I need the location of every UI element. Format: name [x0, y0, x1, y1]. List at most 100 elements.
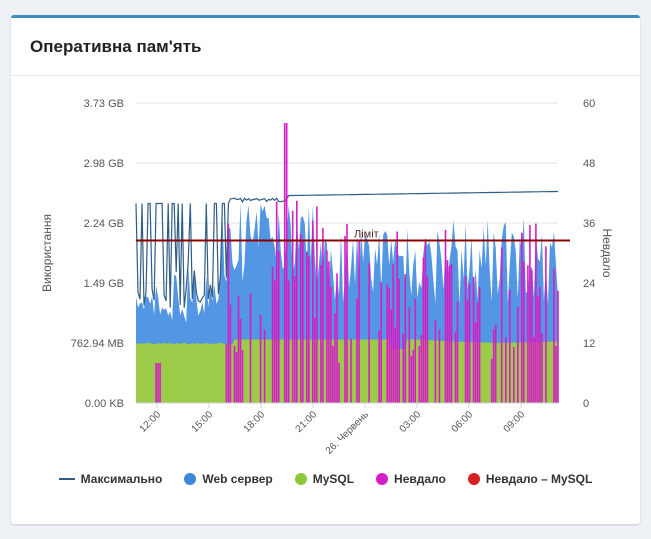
legend-item-failed-mysql[interactable]: Невдало – MySQL: [467, 472, 593, 486]
series-failed-bar: [392, 264, 394, 403]
series-failed-bar: [541, 333, 543, 403]
y-tick-label-left: 3.73 GB: [84, 98, 124, 110]
series-failed-bar: [492, 329, 495, 403]
series-failed-bar: [380, 282, 382, 403]
series-failed-bar: [334, 313, 336, 403]
series-failed-bar: [241, 350, 244, 403]
y-axis-title-left: Використання: [40, 214, 54, 292]
series-failed-bar: [358, 239, 360, 403]
card-header: Оперативна пам'ять: [11, 18, 640, 76]
series-failed-bar: [509, 289, 511, 403]
series-failed-bar: [424, 241, 427, 403]
y-tick-label-left: 1.49 GB: [84, 278, 124, 290]
series-failed-bar: [155, 363, 157, 403]
x-tick-label: 18:00: [242, 409, 268, 435]
series-failed-bar: [287, 280, 290, 403]
series-failed-bar: [320, 264, 322, 403]
series-failed-bar: [448, 266, 451, 403]
series-failed-bar: [235, 352, 238, 403]
series-failed-bar: [472, 277, 475, 403]
x-tick-label: 12:00: [138, 409, 164, 435]
y-tick-label-right: 12: [583, 338, 595, 350]
series-failed-bar: [446, 260, 449, 403]
series-failed-bar: [404, 274, 407, 403]
series-failed-bar: [249, 293, 252, 403]
legend-label: MySQL: [312, 472, 355, 486]
legend-item-mysql[interactable]: MySQL: [294, 472, 355, 486]
legend-line-swatch: [58, 478, 75, 480]
x-tick-label: 03:00: [398, 409, 424, 435]
legend-item-web-server[interactable]: Web сервер: [184, 472, 273, 486]
series-failed-bar: [386, 284, 388, 403]
series-failed-bar: [438, 329, 441, 403]
card-title: Оперативна пам'ять: [30, 36, 202, 56]
series-failed-bar: [390, 309, 392, 403]
series-failed-bar: [539, 287, 541, 403]
legend-item-failed[interactable]: Невдало: [376, 472, 446, 486]
series-failed-bar: [474, 322, 477, 403]
series-failed-bar: [346, 223, 348, 403]
series-failed-bar: [283, 123, 286, 403]
y-tick-label-left: 2.24 GB: [84, 218, 124, 230]
series-failed-bar: [523, 262, 525, 403]
legend-dot-swatch: [467, 473, 480, 485]
series-failed-bar: [410, 355, 413, 403]
series-failed-bar: [227, 223, 230, 403]
series-failed-bar: [478, 286, 481, 403]
limit-line-label: Ліміт: [354, 229, 379, 241]
series-failed-bar: [378, 330, 380, 403]
memory-card: Оперативна пам'ять 0.00 KB 0 762.94 MB 12 1.…: [11, 15, 640, 524]
series-failed-bar: [490, 359, 493, 403]
series-failed-bar: [225, 344, 228, 403]
series-failed-bar: [418, 346, 421, 403]
x-tick-label: 15:00: [190, 409, 216, 435]
memory-usage-chart[interactable]: 0.00 KB 0 762.94 MB 12 1.49 GB 24 2.24 GB 36 2.9…: [11, 18, 640, 468]
series-failed-bar: [422, 257, 425, 403]
series-failed-bar: [533, 337, 535, 403]
y-tick-label-right: 24: [583, 278, 595, 290]
series-failed-bar: [239, 319, 242, 403]
series-failed-bar: [285, 123, 288, 403]
series-failed-bar: [275, 201, 278, 403]
series-failed-bar: [338, 362, 340, 403]
series-failed-bar: [454, 332, 457, 403]
series-failed-bar: [500, 247, 503, 403]
series-failed-bar: [277, 251, 280, 403]
series-failed-bar: [394, 327, 396, 403]
series-failed-bar: [273, 280, 276, 403]
series-failed-bar: [291, 210, 294, 403]
series-failed-bar: [527, 265, 529, 403]
series-failed-bar: [464, 275, 467, 403]
x-tick-label: 26. Червень: [324, 409, 371, 456]
y-tick-label-left: 2.98 GB: [84, 158, 124, 170]
y-tick-label-left: 762.94 MB: [71, 338, 124, 350]
series-failed-bar: [468, 283, 471, 403]
series-failed-bar: [296, 200, 298, 403]
series-failed-bar: [316, 206, 318, 403]
x-tick-label: 09:00: [502, 409, 528, 435]
series-failed-bar: [237, 295, 240, 403]
series-failed-bar: [402, 333, 405, 403]
legend-dot-swatch: [294, 473, 307, 485]
series-failed-bar: [505, 337, 507, 403]
series-failed-bar: [412, 350, 415, 403]
series-failed-bar: [229, 304, 232, 403]
series-failed-bar: [312, 220, 314, 403]
series-failed-bar: [537, 296, 539, 403]
series-failed-bar: [308, 256, 310, 403]
legend-item-max[interactable]: Максимально: [58, 472, 162, 486]
series-failed-bar: [531, 270, 533, 403]
series-failed-bar: [434, 319, 437, 403]
series-failed-bar: [294, 276, 296, 403]
series-failed-bar: [426, 275, 429, 403]
series-failed-bar: [420, 335, 423, 403]
series-failed-bar: [450, 264, 453, 403]
series-failed-bar: [157, 363, 159, 403]
series-failed-bar: [300, 234, 302, 403]
series-failed-bar: [476, 302, 479, 403]
series-failed-bar: [332, 345, 334, 403]
series-failed-bar: [330, 286, 332, 403]
series-failed-bar: [322, 227, 324, 403]
legend-label: Невдало – MySQL: [485, 472, 593, 486]
series-failed-bar: [553, 268, 555, 403]
